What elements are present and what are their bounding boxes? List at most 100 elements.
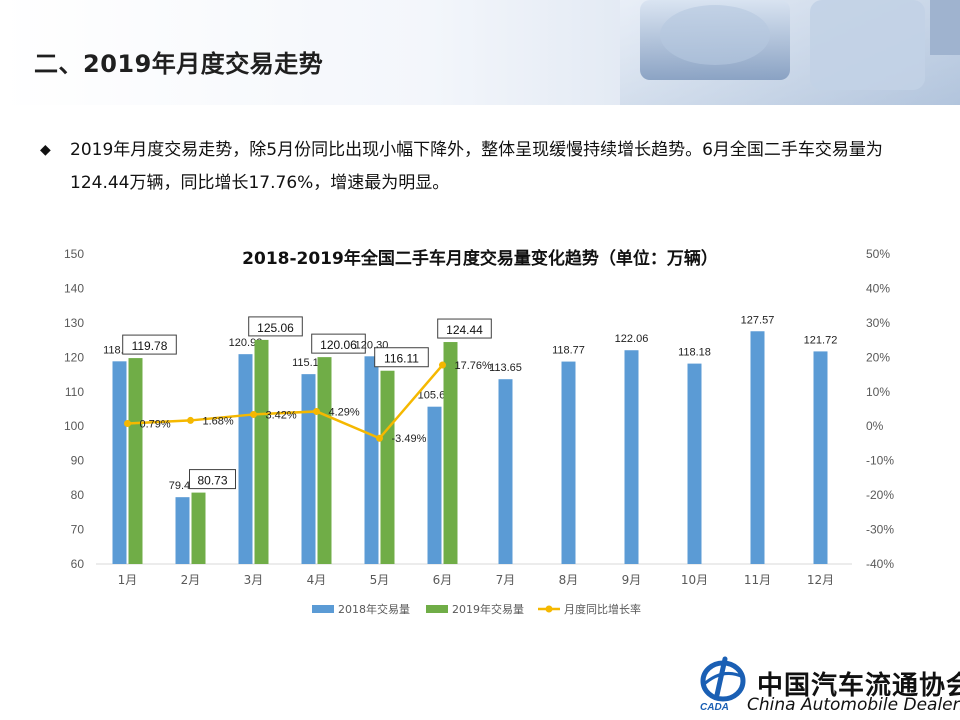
y-right-tick-label: -30% [866, 523, 894, 537]
legend-label-growth: 月度同比增长率 [564, 602, 641, 616]
legend-swatch-2019 [426, 605, 448, 613]
bar-2019 [191, 492, 206, 564]
y-right-tick-label: -20% [866, 488, 894, 502]
header-image [620, 0, 960, 105]
bar-2019 [380, 370, 395, 564]
header-banner: 二、2019年月度交易走势 [0, 0, 960, 105]
org-name-en: China Automobile Dealers [747, 695, 960, 715]
legend-label-2018: 2018年交易量 [338, 602, 410, 616]
x-tick-label: 9月 [622, 573, 642, 587]
legend-swatch-2018 [312, 605, 334, 613]
bar-2018 [427, 406, 442, 564]
y-right-tick-label: -40% [866, 557, 894, 571]
bar-2018-label: 121.72 [804, 334, 838, 346]
growth-rate-point [187, 416, 194, 424]
bar-2018 [301, 374, 316, 564]
y-right-tick-label: -10% [866, 454, 894, 468]
x-tick-label: 3月 [244, 573, 264, 587]
bar-2018-label: 122.06 [615, 333, 649, 345]
x-tick-label: 6月 [433, 573, 453, 587]
growth-rate-label: 17.76% [455, 360, 493, 372]
bar-2019 [254, 339, 269, 564]
bar-2018 [561, 361, 576, 564]
bar-2018 [687, 363, 702, 564]
bar-2018 [750, 331, 765, 564]
growth-rate-label: -3.49% [392, 433, 427, 445]
intro-text: 2019年月度交易走势，除5月份同比出现小幅下降外，整体呈现缓慢持续增长趋势。6… [70, 140, 883, 193]
bar-2019-label: 125.06 [257, 321, 294, 335]
bar-2018 [364, 356, 379, 564]
bar-2019-label-box [189, 469, 236, 490]
y-right-tick-label: 20% [866, 350, 890, 364]
x-tick-label: 5月 [370, 573, 390, 587]
y-left-tick-label: 110 [65, 385, 84, 399]
bar-2018 [498, 379, 513, 564]
growth-rate-label: 4.29% [329, 406, 360, 418]
y-right-tick-label: 40% [866, 281, 890, 295]
bar-2019-label: 119.78 [132, 339, 168, 353]
growth-rate-point [376, 434, 383, 442]
bar-2018-label: 120.92 [229, 337, 263, 349]
bar-2019-label-box [122, 334, 177, 355]
y-left-tick-label: 80 [71, 488, 85, 502]
y-left-tick-label: 60 [71, 557, 85, 571]
bar-2019-label: 80.73 [197, 474, 227, 488]
x-tick-label: 2月 [181, 573, 201, 587]
y-right-tick-label: 30% [866, 316, 890, 330]
y-right-tick-label: 0% [866, 419, 884, 433]
bar-2019-label-box [311, 333, 366, 354]
page-title: 二、2019年月度交易走势 [34, 50, 324, 78]
bar-2018 [238, 354, 253, 564]
x-tick-label: 1月 [118, 573, 138, 587]
y-left-tick-label: 90 [71, 454, 85, 468]
y-left-tick-label: 140 [64, 281, 84, 295]
y-left-tick-label: 120 [64, 350, 84, 364]
org-name-cn: 中国汽车流通协会 [757, 671, 960, 701]
x-tick-label: 8月 [559, 573, 579, 587]
bar-2019-label-box [374, 347, 429, 368]
bar-2019-label: 116.11 [384, 352, 419, 366]
bar-2018-label: 127.57 [741, 314, 775, 326]
growth-rate-label: 3.42% [266, 409, 297, 421]
bar-2018-label: 118.77 [552, 345, 585, 357]
x-tick-label: 4月 [307, 573, 327, 587]
cada-logo-mark: CADA [700, 656, 746, 713]
growth-rate-label: 0.79% [140, 419, 171, 431]
growth-rate-label: 1.68% [203, 415, 234, 427]
growth-rate-point [439, 361, 446, 369]
y-left-tick-label: 100 [64, 419, 84, 433]
x-tick-label: 12月 [807, 573, 834, 587]
legend-marker-growth [545, 605, 553, 613]
growth-rate-point [250, 410, 257, 418]
chart-title: 2018-2019年全国二手车月度交易量变化趋势（单位：万辆） [242, 248, 718, 269]
bar-2019-label-box [437, 318, 492, 339]
bullet-icon: ◆ [40, 142, 51, 158]
y-left-tick-label: 150 [64, 247, 84, 261]
bar-2018 [624, 350, 639, 564]
cada-logo-text: CADA [700, 702, 729, 713]
bar-2019 [128, 358, 143, 564]
y-left-tick-label: 130 [64, 316, 84, 330]
legend-label-2019: 2019年交易量 [452, 602, 524, 616]
bar-2018 [813, 351, 828, 564]
growth-rate-line [127, 364, 444, 440]
bar-2019 [443, 342, 458, 564]
growth-rate-point [124, 420, 131, 428]
chart: 2018-2019年全国二手车月度交易量变化趋势（单位：万辆） 60 70 80 90 1… [64, 247, 894, 616]
x-tick-label: 11月 [744, 573, 771, 587]
bar-2018-label: 118.18 [678, 347, 711, 359]
bar-2019 [317, 357, 332, 564]
bar-2019-label: 120.06 [320, 338, 357, 352]
y-left-tick-label: 70 [71, 523, 85, 537]
cada-logo: CADA 中国汽车流通协会 China Automobile Dealers [695, 655, 960, 715]
bar-2018-label: 113.65 [489, 362, 522, 374]
bar-2018-label: 105.67 [418, 390, 452, 402]
bar-2019-label-box [248, 316, 303, 337]
x-tick-label: 7月 [496, 573, 516, 587]
x-tick-label: 10月 [681, 573, 708, 587]
bar-2018-label: 115.12 [292, 357, 325, 369]
bar-2019-label: 124.44 [446, 323, 483, 337]
y-right-tick-label: 50% [866, 247, 890, 261]
bar-2018 [112, 361, 127, 564]
growth-rate-point [313, 407, 320, 415]
